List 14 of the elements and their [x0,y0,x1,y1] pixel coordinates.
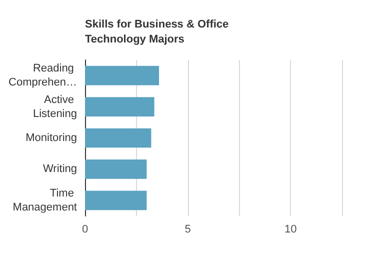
y-tick-label: Active Listening [32,94,77,120]
x-tick-label: 5 [184,224,191,236]
y-tick-label: Writing [42,163,77,176]
y-tick-label: Reading Comprehen… [8,62,77,89]
x-tick-label: 0 [82,224,88,236]
bar [85,66,160,86]
x-tick-label: 10 [284,224,297,236]
bar [85,97,154,116]
chart-title: Skills for Business & Office Technology Majors [85,18,232,46]
bar [85,190,147,210]
y-tick-label: Time Management [12,187,77,214]
y-tick-label: Monitoring [26,132,77,144]
bar [85,128,152,148]
bar [85,160,147,179]
